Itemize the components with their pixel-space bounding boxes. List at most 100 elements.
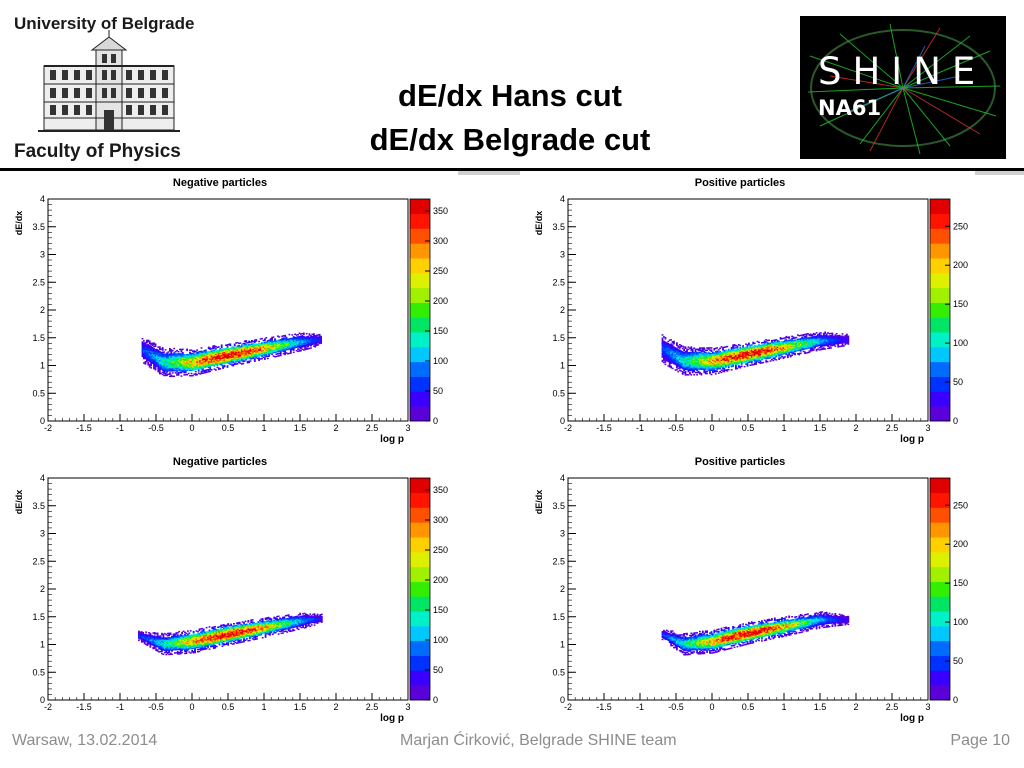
heatmap-cell bbox=[169, 637, 172, 639]
heatmap-cell bbox=[159, 640, 162, 643]
heatmap-cell bbox=[807, 345, 809, 347]
heatmap-cell bbox=[758, 358, 760, 360]
heatmap-cell bbox=[212, 347, 214, 350]
heatmap-cell bbox=[229, 361, 232, 363]
heatmap-cell bbox=[233, 362, 236, 364]
heatmap-cell bbox=[713, 362, 716, 364]
heatmap-cell bbox=[225, 350, 227, 352]
heatmap-cell bbox=[814, 335, 816, 338]
plot-frame bbox=[47, 477, 409, 701]
heatmap-cell bbox=[196, 365, 199, 367]
heatmap-cell bbox=[226, 360, 229, 363]
heatmap-cell bbox=[313, 335, 315, 337]
heatmap-cell bbox=[262, 356, 265, 358]
heatmap-cell bbox=[252, 355, 255, 357]
heatmap-cell bbox=[733, 358, 736, 360]
heatmap-cell bbox=[228, 343, 230, 346]
heatmap-cell bbox=[737, 359, 740, 362]
heatmap-cell bbox=[791, 354, 793, 356]
heatmap-cell bbox=[720, 366, 723, 368]
heatmap-cell bbox=[209, 365, 212, 367]
heatmap-cell bbox=[151, 643, 153, 646]
heatmap-cell bbox=[818, 349, 821, 351]
heatmap-cell bbox=[158, 635, 160, 638]
heatmap-cell bbox=[216, 361, 219, 363]
heatmap-cell bbox=[197, 362, 200, 364]
heatmap-cell bbox=[808, 338, 811, 340]
heatmap-cell bbox=[772, 359, 775, 362]
heatmap-cell bbox=[163, 363, 165, 366]
heatmap-cell bbox=[808, 334, 811, 337]
heatmap-cell bbox=[772, 350, 775, 353]
heatmap-cell bbox=[722, 364, 724, 367]
heatmap-cell bbox=[294, 339, 296, 341]
heatmap-cell bbox=[182, 638, 185, 640]
heatmap-cell bbox=[812, 336, 815, 338]
heatmap-cell bbox=[278, 341, 281, 344]
heatmap-cell bbox=[769, 354, 772, 357]
heatmap-cell bbox=[837, 341, 840, 344]
heatmap-cell bbox=[216, 351, 219, 353]
heatmap-cell bbox=[301, 346, 304, 348]
heatmap-cell bbox=[179, 348, 181, 351]
heatmap-cell bbox=[794, 350, 796, 352]
heatmap-cell bbox=[693, 368, 696, 370]
heatmap-cell bbox=[742, 359, 744, 362]
heatmap-cell bbox=[258, 350, 260, 353]
heatmap-cell bbox=[726, 356, 729, 359]
heatmap-cell bbox=[772, 346, 775, 348]
colorbar-segment bbox=[930, 406, 950, 422]
heatmap-cell bbox=[252, 353, 255, 355]
heatmap-cell bbox=[241, 355, 243, 357]
heatmap-cell bbox=[220, 352, 223, 354]
heatmap-cell bbox=[677, 349, 680, 352]
heatmap-cell bbox=[173, 366, 176, 369]
heatmap-cell bbox=[217, 368, 220, 370]
heatmap-cell bbox=[179, 636, 182, 638]
colorbar-segment bbox=[930, 228, 950, 244]
heatmap-cell bbox=[251, 343, 253, 345]
heatmap-cell bbox=[690, 348, 693, 350]
heatmap-cell bbox=[795, 339, 798, 341]
heatmap-cell bbox=[804, 335, 806, 338]
heatmap-cell bbox=[820, 337, 822, 340]
heatmap-cell bbox=[285, 337, 288, 340]
heatmap-cell bbox=[238, 360, 240, 362]
heatmap-cell bbox=[225, 344, 227, 346]
heatmap-cell bbox=[206, 353, 209, 356]
heatmap-cell bbox=[788, 343, 791, 345]
heatmap-cell bbox=[704, 359, 707, 361]
heatmap-cell bbox=[258, 354, 260, 356]
heatmap-cell bbox=[835, 335, 838, 337]
heatmap-cell bbox=[194, 373, 197, 375]
heatmap-cell bbox=[730, 358, 733, 360]
heatmap-cell bbox=[709, 347, 711, 349]
heatmap-cell bbox=[722, 365, 724, 368]
heatmap-cell bbox=[158, 636, 160, 639]
heatmap-cell bbox=[184, 354, 187, 356]
heatmap-cell bbox=[699, 367, 701, 369]
heatmap-cell bbox=[187, 646, 189, 649]
heatmap-cell bbox=[178, 630, 181, 633]
heatmap-cell bbox=[146, 643, 149, 645]
heatmap-cell bbox=[297, 337, 299, 339]
heatmap-cell bbox=[301, 348, 304, 350]
heatmap-cell bbox=[212, 353, 214, 355]
heatmap-cell bbox=[818, 333, 821, 336]
heatmap-cell bbox=[739, 347, 742, 349]
heatmap-cell bbox=[174, 636, 176, 639]
heatmap-cell bbox=[291, 339, 294, 342]
heatmap-cell bbox=[828, 339, 831, 342]
heatmap-cell bbox=[752, 350, 755, 353]
heatmap-cell bbox=[716, 363, 719, 366]
heatmap-cell bbox=[838, 345, 841, 348]
heatmap-cell bbox=[162, 647, 165, 649]
heatmap-cell bbox=[841, 345, 844, 347]
heatmap-cell bbox=[678, 344, 681, 346]
heatmap-cell bbox=[183, 354, 186, 356]
heatmap-cell bbox=[229, 363, 232, 365]
heatmap-cell bbox=[310, 335, 312, 337]
heatmap-cell bbox=[149, 639, 152, 641]
heatmap-cell bbox=[765, 347, 768, 350]
heatmap-cell bbox=[678, 361, 681, 364]
